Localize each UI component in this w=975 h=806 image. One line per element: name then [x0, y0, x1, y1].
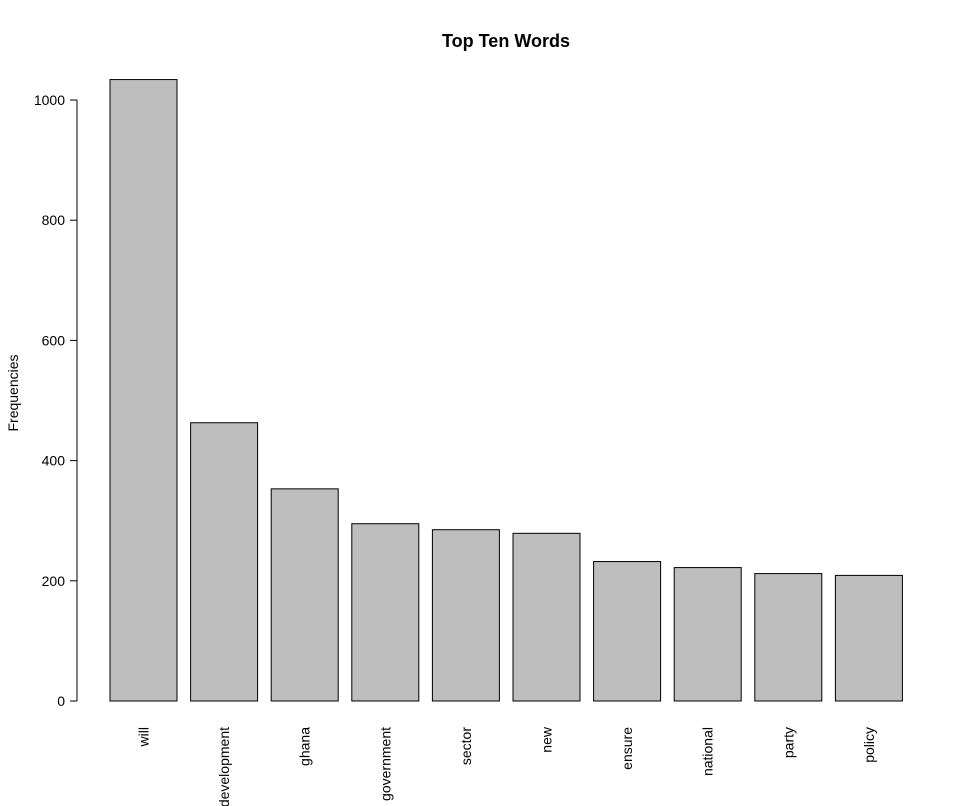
bar-development [190, 422, 259, 702]
bars-group [109, 79, 903, 702]
x-category-label: policy [861, 727, 877, 763]
bar-ensure [593, 561, 662, 702]
x-category-label: development [216, 727, 232, 806]
x-category-label: new [539, 726, 555, 753]
category-labels: will development ghana government sector new e… [136, 726, 877, 806]
bar-government [351, 523, 420, 702]
bar-new [512, 532, 581, 702]
y-tick-label: 400 [42, 453, 66, 469]
bar-national [673, 567, 742, 702]
bar-will [109, 79, 178, 702]
x-category-label: party [780, 727, 796, 758]
chart-title: Top Ten Words [442, 31, 570, 51]
bar-policy [834, 574, 903, 702]
y-tick-label: 600 [42, 332, 66, 348]
y-tick-label: 0 [57, 693, 65, 709]
x-category-label: ghana [297, 727, 313, 766]
y-tick-label: 200 [42, 573, 66, 589]
x-category-label: will [136, 727, 152, 747]
x-category-label: ensure [619, 727, 635, 770]
x-category-label: national [700, 727, 716, 776]
y-tick-label: 800 [42, 212, 66, 228]
y-axis: 0 200 400 600 800 1000 [34, 92, 78, 709]
x-category-label: government [377, 727, 393, 801]
bar-ghana [270, 488, 339, 702]
x-category-label: sector [458, 727, 474, 765]
y-axis-label: Frequencies [5, 354, 21, 431]
bar-party [754, 573, 823, 702]
bar-sector [431, 529, 500, 702]
y-tick-label: 1000 [34, 92, 65, 108]
